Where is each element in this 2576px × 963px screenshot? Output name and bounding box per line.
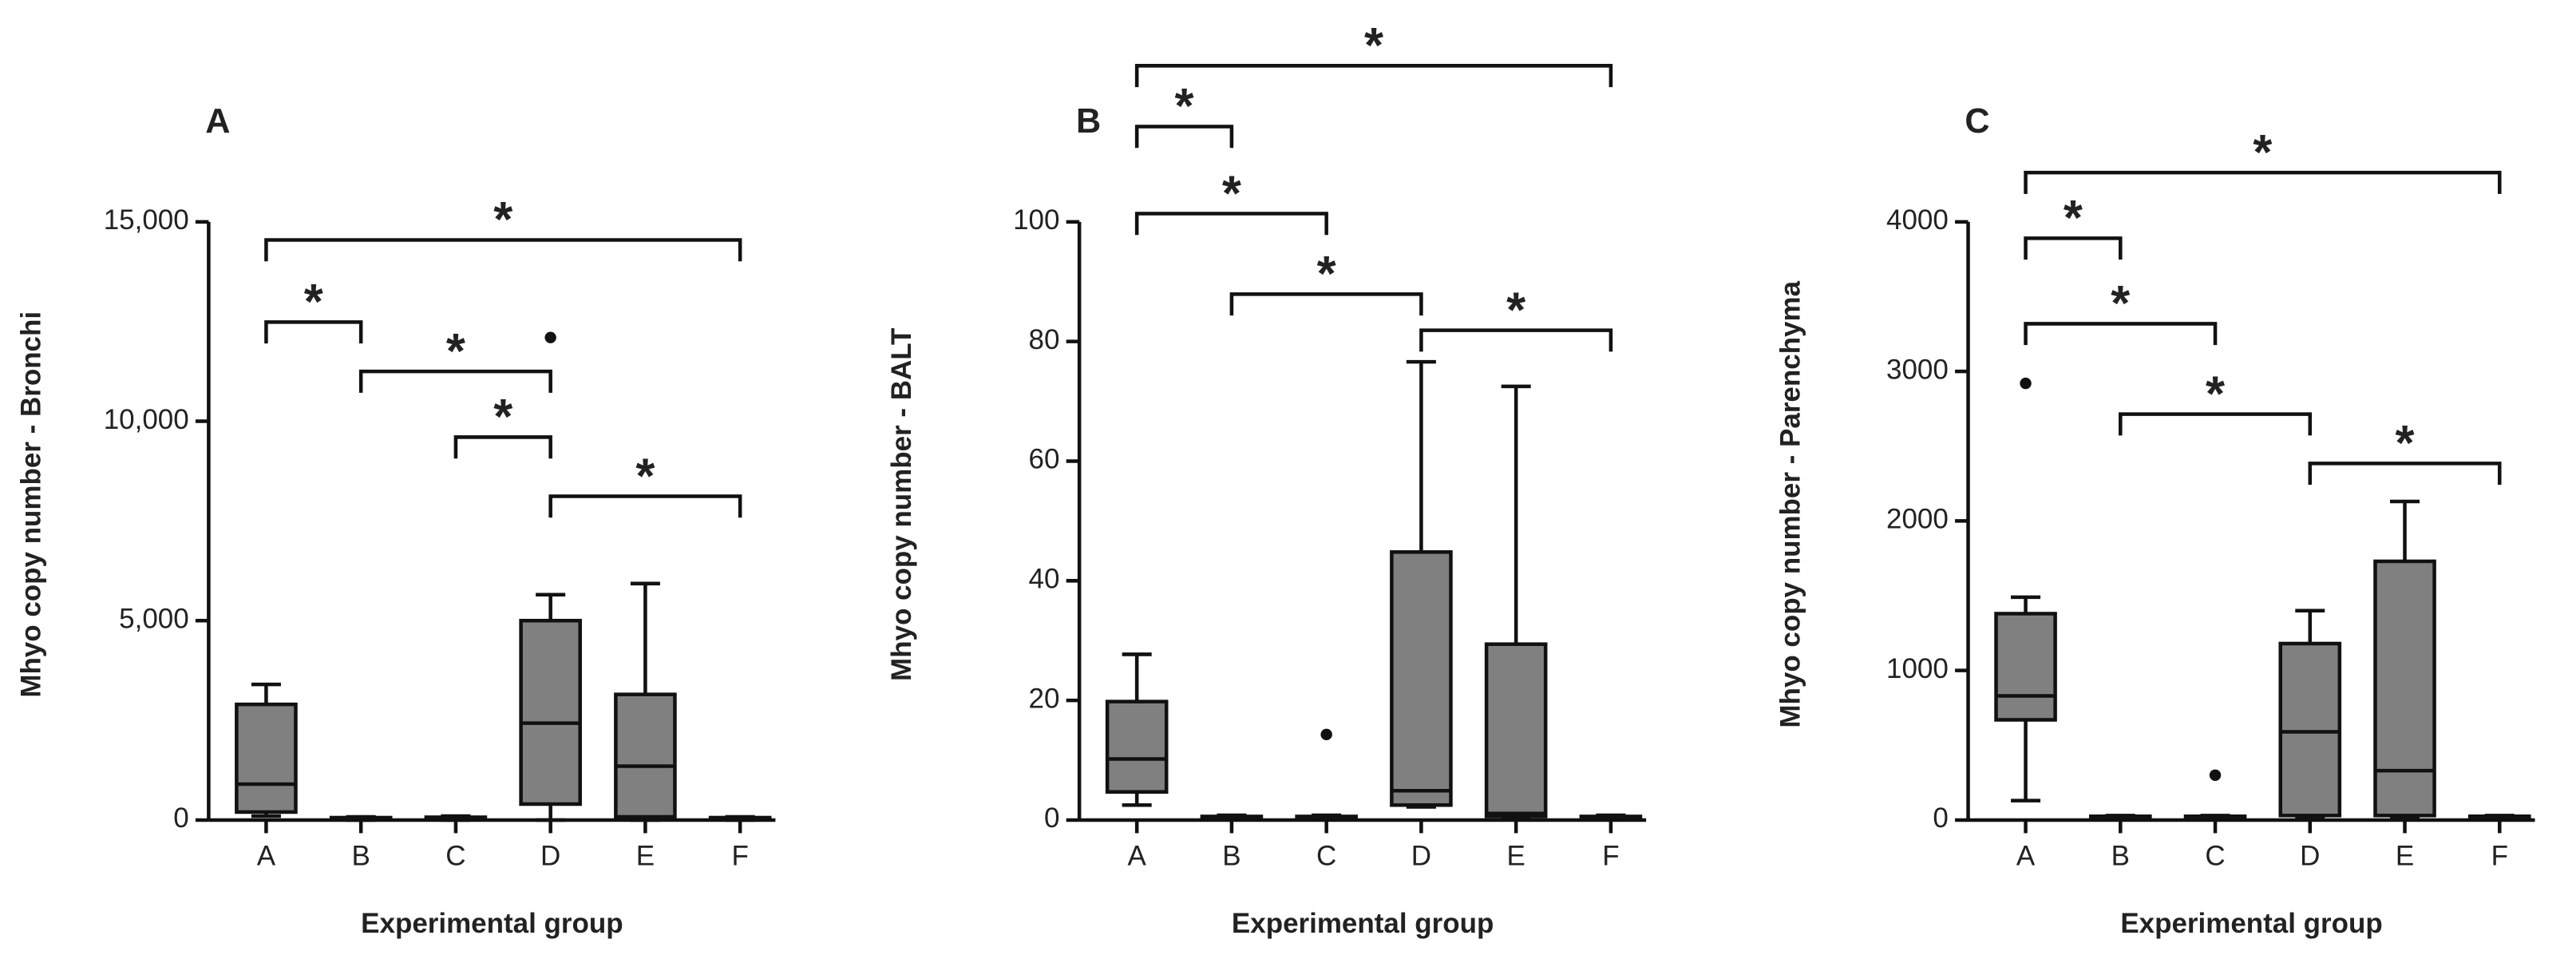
y-tick-label: 2000 [1886,504,1949,535]
outlier [2020,377,2032,390]
panel-label: C [1965,102,1989,141]
box [2373,559,2436,818]
y-tick-label: 0 [1044,802,1059,834]
panel-label: A [205,102,230,141]
significance-label: * [2206,367,2225,422]
y-tick-label: 0 [173,802,188,834]
y-tick-label: 40 [1029,564,1060,595]
panel-label: B [1076,102,1101,141]
x-tick-label: F [731,841,748,872]
significance-label: * [304,275,323,330]
box [1390,550,1453,807]
outlier [2209,769,2222,781]
x-tick-label: D [2300,841,2320,872]
significance-bracket [548,494,742,518]
y-tick-label: 3000 [1886,354,1949,385]
box [1105,699,1169,795]
significance-label: * [446,324,465,379]
y-tick-label: 1000 [1886,653,1949,684]
significance-bracket [2024,236,2123,260]
significance-label: * [2064,191,2083,246]
box [614,692,677,819]
significance-bracket [1229,292,1423,316]
significance-bracket [1134,212,1328,236]
significance-bracket [2308,462,2502,485]
significance-label: * [635,449,655,504]
significance-bracket [453,435,552,459]
x-tick-label: A [257,841,276,872]
x-tick-label: B [351,841,370,872]
x-tick-label: F [2491,841,2508,872]
x-tick-label: B [2111,841,2130,872]
x-axis-label: Experimental group [2120,908,2382,939]
y-tick-label: 60 [1029,444,1060,475]
significance-label: * [2111,276,2130,331]
x-tick-label: C [2205,841,2225,872]
box [2278,641,2342,818]
outlier [544,331,556,343]
y-axis-label: Mhyo copy number - Parenchyma [1775,280,1806,727]
significance-label: * [493,390,512,445]
y-tick-label: 80 [1029,324,1060,355]
significance-label: * [1506,283,1525,338]
significance-label: * [1317,247,1336,302]
significance-label: * [1364,18,1383,73]
y-tick-label: 100 [1013,204,1059,236]
significance-bracket [2024,322,2218,346]
significance-label: * [1175,79,1194,134]
x-tick-label: A [1127,841,1146,872]
x-tick-label: F [1602,841,1619,872]
x-tick-label: C [1316,841,1336,872]
x-axis-label: Experimental group [1232,908,1494,939]
x-axis-label: Experimental group [361,908,623,939]
significance-bracket [1134,64,1613,88]
significance-bracket [2024,170,2502,194]
x-tick-label: B [1222,841,1241,872]
box [519,618,582,806]
significance-label: * [493,192,512,248]
y-tick-label: 4000 [1886,204,1949,236]
significance-label: * [2396,416,2415,471]
significance-bracket [264,320,363,344]
significance-label: * [2253,125,2272,180]
x-tick-label: A [2016,841,2036,872]
y-axis-label: Mhyo copy number - BALT [886,328,917,681]
y-tick-label: 20 [1029,683,1060,714]
box [1994,612,2057,722]
significance-bracket [358,369,552,393]
x-tick-label: E [2396,841,2414,872]
x-tick-label: E [1506,841,1525,872]
x-tick-label: E [636,841,655,872]
y-axis-label: Mhyo copy number - Bronchi [15,311,46,698]
significance-bracket [264,238,742,262]
significance-bracket [1134,125,1234,149]
y-tick-label: 0 [1933,802,1948,834]
y-tick-label: 15,000 [104,204,189,236]
y-tick-label: 5,000 [119,603,189,634]
significance-label: * [1222,166,1241,221]
x-tick-label: D [1411,841,1431,872]
significance-bracket [1419,328,1613,352]
outlier [1320,728,1332,741]
box [235,702,298,814]
x-tick-label: C [445,841,465,872]
x-tick-label: D [540,841,560,872]
y-tick-label: 10,000 [104,404,189,435]
box [1484,642,1548,818]
significance-bracket [2119,412,2313,436]
